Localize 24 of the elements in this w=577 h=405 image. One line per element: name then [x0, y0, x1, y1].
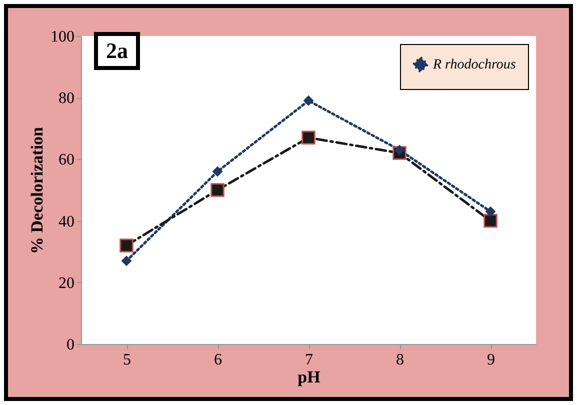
x-tick-label: 7: [305, 352, 313, 368]
annotation: 2a: [94, 32, 140, 70]
y-axis-title: % Decolorization: [28, 126, 46, 254]
y-tick-label: 40: [58, 213, 74, 230]
point: [212, 166, 223, 177]
x-tick-label: 5: [123, 352, 131, 368]
point: [120, 238, 134, 252]
x-tick-label: 8: [396, 352, 404, 368]
point: [210, 183, 224, 197]
x-tick-label: 9: [487, 352, 495, 368]
y-tick-label: 60: [58, 152, 74, 169]
y-tick-label: 20: [58, 274, 74, 292]
legend-label: R rhodochrous: [432, 58, 516, 72]
point: [485, 206, 496, 217]
point: [303, 95, 314, 106]
x-tick-label: 6: [214, 352, 222, 368]
point: [394, 144, 405, 156]
x-axis-title: pH: [298, 368, 320, 386]
point: [484, 214, 498, 228]
y-tick-label: 100: [50, 28, 74, 46]
y-tick-label: 80: [58, 90, 74, 108]
y-tick-label: 0: [66, 336, 74, 354]
point: [121, 256, 132, 266]
point: [302, 130, 316, 145]
